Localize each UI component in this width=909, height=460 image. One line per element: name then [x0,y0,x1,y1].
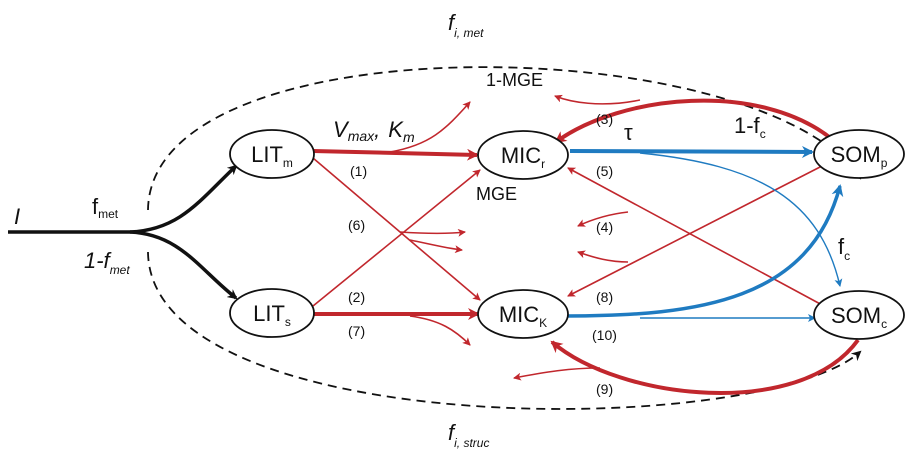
flow-2-respiration-arrow [399,228,466,237]
mic-r-to-som-c-arrow [639,152,843,287]
node-mic-r: MICr [477,130,569,180]
svg-text:LITs: LITs [253,301,291,329]
flow-6-arrow [312,157,481,301]
flow-8-respiration-arrow [577,250,629,263]
flow-label-2: (2) [348,289,365,305]
flow-9-respiration-arrow [513,367,601,381]
flow-6-respiration-arrow [409,239,463,254]
flow-label-9: (9) [596,381,613,397]
flow-7-respiration-arrow [409,315,471,346]
f-i-met-label: fi, met [448,10,484,40]
f-met-label: fmet [92,194,119,221]
node-lit-s: LITs [229,288,315,338]
svg-text:SOMp: SOMp [831,142,888,170]
one-minus-fc-label: 1-fc [734,113,766,141]
f-i-struc-label: fi, struc [448,420,489,450]
flow-9-arrow [550,338,860,395]
flow-4-respiration-arrow [577,211,629,227]
f-i-met-dashed-path [147,66,862,211]
flow-label-4: (4) [596,219,613,235]
node-lit-m: LITm [229,129,315,179]
mic-r-to-som-p-arrow [569,145,814,158]
svg-text:MICr: MICr [501,143,545,171]
mge-label: MGE [476,184,517,204]
flow-2-arrow [312,169,481,307]
svg-text:MICK: MICK [499,302,547,330]
input-to-lit-m-arrow [129,164,238,234]
input-to-lit-s-arrow [129,230,238,300]
input-label: I [14,204,20,229]
flow-label-7: (7) [348,323,365,339]
svg-text:SOMc: SOMc [831,303,887,331]
flow-label-8: (8) [596,289,613,305]
flow-1-respiration-arrow [389,101,471,153]
mic-k-to-som-p-arrow [565,184,844,318]
one-minus-f-met-label: 1-fmet [84,248,130,277]
vmax-km-label: Vmax, Km [333,117,415,145]
flow-8-arrow [567,165,823,297]
flow-label-5: (5) [596,163,613,179]
flow-3-respiration-arrow [554,94,641,105]
one-minus-mge-label: 1-MGE [486,70,543,90]
node-mic-k: MICK [477,289,569,339]
flow-1-arrow [312,148,479,161]
flow-label-1: (1) [350,163,367,179]
flow-label-3: (3) [596,111,613,127]
fc-label: fc [838,234,850,263]
svg-text:LITm: LITm [251,142,293,170]
flow-5-arrow [567,167,825,307]
flow-label-10: (10) [592,327,617,343]
flow-label-6: (6) [348,217,365,233]
f-i-struc-dashed-path [147,251,862,410]
tau-label: τ [624,120,633,145]
node-som-p: SOMp [813,129,905,179]
node-som-c: SOMc [813,290,905,340]
flow-3-arrow [554,98,835,144]
